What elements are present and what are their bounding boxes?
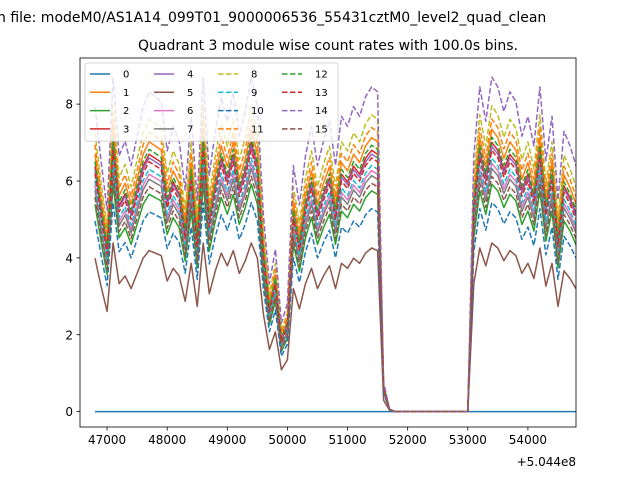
x-tick-label: 51000: [328, 433, 366, 447]
series-line-6: [94, 162, 576, 413]
plot-frame: [79, 57, 577, 428]
legend-label-2: 2: [123, 106, 129, 117]
series-line-4: [94, 145, 576, 413]
chart-title: Quadrant 3 module wise count rates with …: [138, 38, 518, 54]
legend-label-0: 0: [123, 70, 129, 81]
x-tick-label: 52000: [389, 433, 427, 447]
series-layer: [94, 76, 576, 413]
legend-label-11: 11: [251, 124, 264, 135]
series-line-5: [94, 242, 576, 413]
x-tick-label: 49000: [208, 433, 246, 447]
series-line-10: [94, 201, 576, 413]
series-line-2: [94, 183, 576, 413]
series-line-13: [94, 149, 576, 413]
x-tick-label: 50000: [268, 433, 306, 447]
series-line-15: [94, 175, 576, 413]
x-tick-label: 47000: [88, 433, 126, 447]
y-tick-label: 2: [65, 328, 73, 342]
legend-label-1: 1: [123, 88, 129, 99]
y-tick-label: 0: [65, 405, 73, 419]
x-tick-label: 53000: [449, 433, 487, 447]
legend-label-12: 12: [315, 70, 328, 81]
legend-label-6: 6: [187, 106, 193, 117]
axes-layer: 47000 48000 49000 50000 51000 52000 53000 54000…: [65, 57, 577, 447]
legend-label-7: 7: [187, 124, 193, 135]
figure-suptitle: n file: modeM0/AS1A14_099T01_9000006536_…: [0, 10, 546, 26]
y-tick-label: 4: [65, 251, 73, 265]
series-line-7: [94, 167, 576, 413]
series-line-12: [94, 136, 576, 413]
series-line-8: [94, 105, 576, 413]
y-tick-label: 6: [65, 175, 73, 189]
legend-label-4: 4: [187, 70, 193, 81]
legend-label-10: 10: [251, 106, 264, 117]
legend-label-15: 15: [315, 124, 328, 135]
legend-box: [84, 62, 339, 142]
legend-label-13: 13: [315, 88, 328, 99]
legend-label-3: 3: [123, 124, 129, 135]
x-tick-label: 48000: [148, 433, 186, 447]
y-tick-label: 8: [65, 98, 73, 112]
legend-label-5: 5: [187, 88, 193, 99]
x-tick-label: 54000: [509, 433, 547, 447]
x-offset-label: +5.044e8: [517, 455, 576, 469]
series-line-1: [94, 128, 576, 413]
legend-label-14: 14: [315, 106, 328, 117]
series-line-9: [94, 157, 576, 413]
series-line-11: [94, 118, 576, 413]
legend-label-8: 8: [251, 70, 257, 81]
legend-label-9: 9: [251, 88, 257, 99]
